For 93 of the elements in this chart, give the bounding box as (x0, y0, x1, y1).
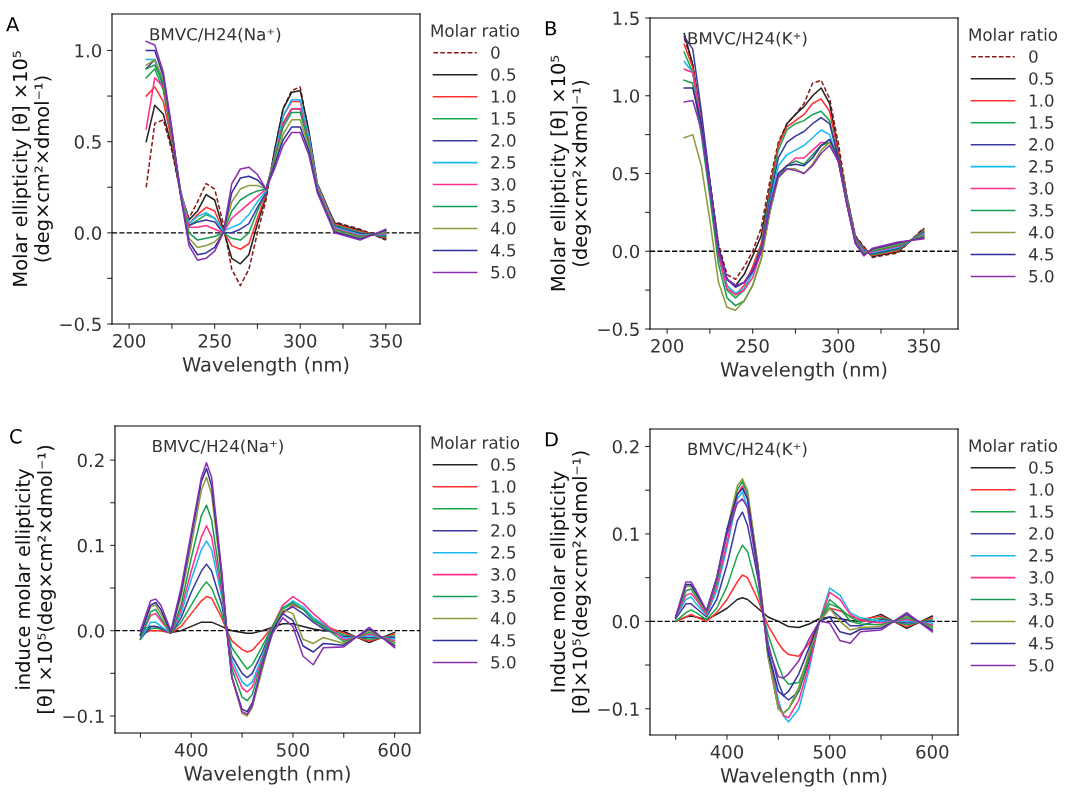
legend-label: 0.5 (1029, 461, 1054, 474)
annotation: BMVC/H24(Na⁺) (150, 27, 281, 43)
legend-label: 5.0 (491, 655, 516, 669)
legend-label: 2.0 (491, 524, 516, 537)
x-axis-title: Wavelength (nm) (184, 765, 350, 785)
legend-title: Molar ratio (431, 24, 520, 37)
legend-label: 0 (491, 46, 500, 59)
y-tick-label: 0.2 (612, 439, 639, 454)
legend-label: 4.0 (1028, 225, 1054, 239)
legend-label: 1.0 (1029, 483, 1054, 496)
legend-label: 3.0 (1029, 571, 1054, 584)
x-tick-label: 250 (736, 339, 769, 353)
legend-title: Molar ratio (969, 439, 1058, 452)
y-tick-label: 0.2 (77, 453, 104, 468)
x-tick-label: 300 (822, 339, 855, 353)
legend-label: 2.0 (1029, 138, 1054, 151)
x-axis-title: Wavelength (nm) (182, 356, 349, 376)
legend-label: 3.5 (1029, 204, 1054, 217)
y-axis-title: Molar ellipticity [θ] ×10⁵ (deg×cm²×dmol⁻¹) (550, 55, 591, 291)
annotation: BMVC/H24(K⁺) (688, 442, 807, 458)
y-tick-label: −0.1 (63, 709, 104, 724)
y-tick-label: 0.5 (74, 135, 101, 149)
x-tick-label: 400 (174, 743, 208, 757)
legend-label: 1.5 (491, 112, 516, 125)
legend-label: 3.0 (1029, 182, 1054, 195)
legend-label: 3.0 (491, 568, 516, 581)
annotation: BMVC/H24(K⁺) (688, 31, 807, 47)
text: C (10, 428, 22, 444)
y-tick-label: 0.5 (612, 166, 639, 181)
annotation: BMVC/H24(Na⁺) (153, 439, 283, 455)
y-axis-title: induce molar ellipticity [θ] ×10⁵(deg×cm²×dmol⁻¹) (15, 445, 56, 714)
x-tick-label: 400 (710, 745, 744, 759)
legend-label: 4.5 (1028, 248, 1054, 261)
x-tick-label: 500 (277, 743, 309, 757)
legend-label: 0 (1029, 50, 1038, 63)
legend-label: 3.5 (1029, 593, 1054, 606)
y-axis-title: Molar ellipticity [θ] ×10⁵ (deg×cm²×dmol⁻¹) (12, 51, 53, 286)
legend-label: 4.0 (1028, 615, 1054, 628)
legend-label: 3.5 (491, 200, 516, 213)
legend-title: Molar ratio (969, 28, 1058, 41)
x-tick-label: 350 (369, 334, 402, 348)
legend-label: 2.5 (1029, 549, 1054, 562)
y-tick-label: −0.5 (60, 317, 101, 332)
legend-label: 2.5 (491, 156, 516, 169)
y-tick-label: 1.0 (613, 89, 640, 103)
x-tick-label: 500 (813, 745, 846, 759)
legend-label: 4.5 (490, 244, 516, 257)
legend-label: 1.0 (491, 480, 516, 493)
x-tick-label: 300 (284, 334, 317, 348)
x-tick-label: 350 (907, 339, 940, 353)
legend-label: 2.5 (491, 546, 516, 559)
legend-label: 1.5 (1029, 116, 1054, 129)
text: D (545, 432, 558, 447)
x-tick-label: 600 (378, 743, 411, 757)
y-tick-label: −0.5 (598, 322, 639, 337)
text: B (545, 21, 556, 36)
x-axis-title: Wavelength (nm) (720, 361, 887, 381)
legend-label: 1.0 (1029, 94, 1054, 107)
y-tick-label: 0.0 (612, 614, 640, 629)
legend-label: 4.5 (490, 634, 516, 647)
y-tick-label: 0.1 (77, 538, 104, 553)
x-tick-label: 250 (198, 334, 231, 348)
legend-label: 2.0 (1029, 527, 1054, 540)
legend-title: Molar ratio (431, 436, 520, 449)
x-tick-label: 200 (113, 334, 146, 348)
y-tick-label: 0.0 (77, 624, 105, 638)
legend-label: 4.5 (1028, 637, 1054, 650)
legend-label: 0.5 (491, 458, 516, 471)
legend-label: 2.5 (1029, 160, 1054, 173)
y-axis-title: Induce molar ellipticity [θ]×10⁵(deg×cm²×dmol⁻¹) (550, 451, 591, 713)
x-tick-label: 600 (916, 745, 949, 759)
legend-label: 1.0 (491, 90, 516, 103)
y-tick-label: 0.1 (612, 527, 639, 542)
legend-label: 3.0 (491, 178, 516, 191)
legend-label: 0.5 (491, 68, 516, 81)
x-axis-title: Wavelength (nm) (720, 767, 887, 787)
legend-label: 5.0 (491, 265, 516, 279)
y-tick-label: 1.0 (75, 43, 102, 58)
y-tick-label: 0.0 (74, 226, 102, 240)
y-tick-label: −0.1 (598, 702, 639, 716)
legend-label: 1.5 (1029, 505, 1054, 518)
legend-label: 4.0 (490, 221, 516, 235)
legend-label: 4.0 (490, 612, 516, 625)
legend-label: 2.0 (491, 134, 516, 147)
legend-label: 5.0 (1029, 658, 1054, 672)
y-tick-label: 1.5 (613, 11, 639, 26)
y-tick-label: 0.0 (612, 244, 640, 259)
legend-label: 3.5 (491, 590, 516, 603)
text: A (6, 17, 20, 32)
legend-label: 5.0 (1029, 269, 1054, 283)
x-tick-label: 200 (651, 339, 684, 353)
legend-label: 1.5 (491, 502, 516, 515)
legend-label: 0.5 (1029, 72, 1054, 85)
